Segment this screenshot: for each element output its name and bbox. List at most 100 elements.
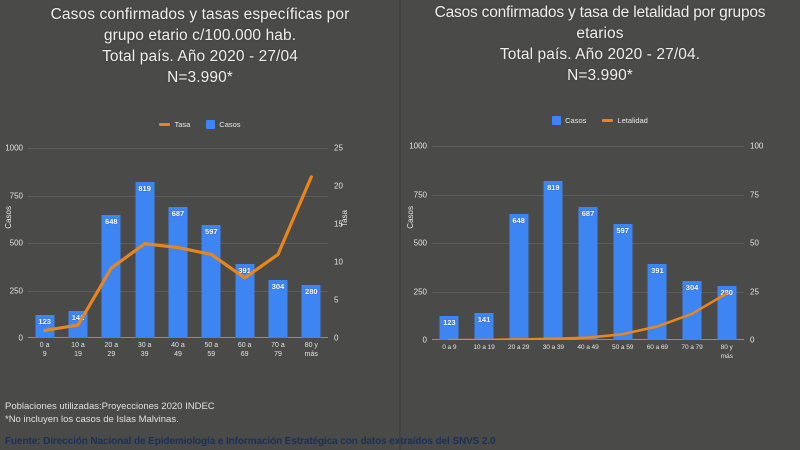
bar-value-label: 141 bbox=[71, 313, 85, 323]
footer-band bbox=[0, 388, 400, 450]
x-tick-label: 10 a 19 bbox=[71, 342, 85, 358]
bar-category-slot: 597 bbox=[605, 146, 640, 340]
x-tick-label: 80 y más bbox=[304, 342, 318, 358]
gridline bbox=[28, 148, 328, 149]
bar-value-label: 819 bbox=[138, 184, 151, 194]
right-y-axis-title: Casos bbox=[406, 206, 415, 229]
secondary-y-tick-label: 15 bbox=[334, 219, 343, 229]
bar[interactable]: 648 bbox=[101, 214, 121, 338]
bar-value-label: 597 bbox=[205, 226, 218, 236]
bar-value-label: 123 bbox=[38, 316, 51, 326]
secondary-y-tick-label: 75 bbox=[750, 190, 759, 199]
bar[interactable]: 819 bbox=[135, 182, 155, 338]
bar[interactable]: 141 bbox=[68, 311, 88, 338]
slide-right: Casos confirmados y tasa de letalidad po… bbox=[400, 0, 800, 450]
x-tick-label: 40 a 49 bbox=[171, 342, 185, 358]
bar[interactable]: 123 bbox=[35, 314, 55, 338]
secondary-y-tick-label: 25 bbox=[334, 143, 343, 153]
left-secondary-y-axis-title: Tasa bbox=[340, 210, 349, 227]
bar[interactable]: 280 bbox=[717, 285, 737, 340]
bar-value-label: 391 bbox=[651, 266, 664, 276]
bar-category-slot: 687 bbox=[571, 146, 606, 340]
legend-item-letalidad[interactable]: Letalidad bbox=[602, 116, 648, 125]
y-tick-label: 500 bbox=[9, 238, 23, 248]
y-tick-label: 1000 bbox=[409, 141, 427, 151]
right-chart-legend: Casos Letalidad bbox=[400, 116, 800, 125]
bar-value-label: 597 bbox=[616, 226, 629, 236]
bar-value-label: 648 bbox=[512, 216, 525, 226]
bar[interactable]: 391 bbox=[235, 263, 255, 338]
right-chart-plot-area: 0 250 500 750 1000 0 25 50 75 100 123 141 648 819 68… bbox=[406, 142, 763, 361]
bar-value-label: 141 bbox=[477, 314, 491, 324]
right-title-line-1: Casos confirmados y tasa de letalidad po… bbox=[434, 4, 766, 21]
x-tick-label: 20 a 29 bbox=[104, 342, 119, 358]
bar-category-slot: 304 bbox=[261, 148, 294, 338]
y-tick-label: 0 bbox=[422, 335, 427, 345]
bar-category-slot: 280 bbox=[295, 148, 328, 338]
x-tick-label: 50 a 59 bbox=[204, 342, 219, 358]
footnote-malvinas: *No incluyen los casos de Islas Malvinas… bbox=[5, 414, 179, 425]
bar-value-label: 280 bbox=[720, 287, 733, 297]
gridline bbox=[432, 146, 744, 147]
bar-value-label: 280 bbox=[305, 286, 318, 296]
y-tick-label: 750 bbox=[413, 190, 427, 199]
bar[interactable]: 123 bbox=[439, 316, 459, 340]
bar-category-slot: 304 bbox=[675, 146, 710, 340]
bar-category-slot: 819 bbox=[128, 148, 161, 338]
slide-left: Casos confirmados y tasas específicas po… bbox=[0, 6, 496, 450]
left-title-line-2: grupo etario c/100.000 hab. bbox=[103, 27, 297, 44]
left-chart-plot-area: 0 250 500 750 1000 0 5 10 15 20 25 123 141 648 819 68… bbox=[4, 144, 349, 359]
bar-category-slot: 391 bbox=[640, 146, 675, 340]
bar[interactable]: 819 bbox=[543, 181, 563, 340]
bar-category-slot: 141 bbox=[467, 146, 502, 340]
bar[interactable]: 304 bbox=[682, 281, 702, 340]
secondary-y-tick-label: 10 bbox=[334, 257, 343, 267]
legend-item-tasa[interactable]: Tasa bbox=[159, 120, 190, 129]
bar[interactable]: 141 bbox=[474, 312, 494, 340]
x-tick-label: 50 a 59 bbox=[612, 344, 634, 351]
bar[interactable]: 648 bbox=[509, 214, 529, 340]
secondary-y-tick-label: 50 bbox=[750, 238, 759, 248]
secondary-y-tick-label: 0 bbox=[334, 333, 339, 343]
bar[interactable]: 687 bbox=[578, 206, 598, 340]
bar-value-label: 687 bbox=[581, 208, 595, 218]
bar-value-label: 648 bbox=[105, 216, 118, 226]
left-x-axis-labels: 0 a 9 10 a 19 20 a 29 30 a 39 40 a 49 50 a 59 60 a 69… bbox=[28, 341, 328, 359]
legend-label-letalidad: Letalidad bbox=[617, 116, 648, 125]
x-tick-label: 30 a 39 bbox=[542, 344, 564, 351]
bar-category-slot: 687 bbox=[161, 148, 194, 338]
bar-category-slot: 648 bbox=[95, 148, 128, 338]
x-tick-label: 60 a 69 bbox=[237, 342, 252, 358]
right-title-line-4: N=3.990* bbox=[567, 67, 633, 84]
bar[interactable]: 391 bbox=[647, 264, 667, 340]
left-title-line-4: N=3.990* bbox=[167, 69, 233, 86]
y-tick-label: 1000 bbox=[5, 143, 23, 153]
legend-item-casos[interactable]: Casos bbox=[552, 116, 586, 125]
legend-label-tasa: Tasa bbox=[174, 120, 191, 129]
left-title-line-1: Casos confirmados y tasas específicas po… bbox=[50, 6, 350, 23]
bar[interactable]: 687 bbox=[168, 207, 188, 338]
left-bar-series: 123 141 648 819 687 597 391 304 280 bbox=[28, 148, 328, 338]
bar-swatch-icon bbox=[552, 116, 562, 125]
bar-category-slot: 141 bbox=[61, 148, 94, 338]
footnote-populations: Poblaciones utilizadas:Proyecciones 2020… bbox=[5, 401, 215, 412]
bar-value-label: 391 bbox=[238, 265, 251, 275]
bar-category-slot: 123 bbox=[432, 146, 467, 340]
secondary-y-tick-label: 0 bbox=[750, 335, 755, 345]
bar-category-slot: 597 bbox=[195, 148, 228, 338]
x-tick-label: 60 a 69 bbox=[646, 344, 669, 351]
footnote-source: Fuente: Dirección Nacional de Epidemiolo… bbox=[5, 436, 496, 447]
legend-item-casos[interactable]: Casos bbox=[206, 120, 241, 129]
bar[interactable]: 597 bbox=[201, 224, 221, 338]
y-tick-label: 0 bbox=[18, 333, 23, 343]
bar[interactable]: 304 bbox=[268, 280, 288, 338]
bar-value-label: 819 bbox=[547, 183, 560, 193]
bar[interactable]: 597 bbox=[613, 224, 633, 340]
gridline bbox=[432, 194, 744, 196]
x-tick-label: 0 a 9 bbox=[442, 344, 457, 351]
right-bar-series: 123 141 648 819 687 597 391 304 280 bbox=[432, 146, 744, 340]
x-tick-label: 30 a 39 bbox=[137, 342, 152, 358]
left-title-line-3: Total país. Año 2020 - 27/04 bbox=[102, 48, 298, 65]
bar[interactable]: 280 bbox=[301, 284, 321, 338]
